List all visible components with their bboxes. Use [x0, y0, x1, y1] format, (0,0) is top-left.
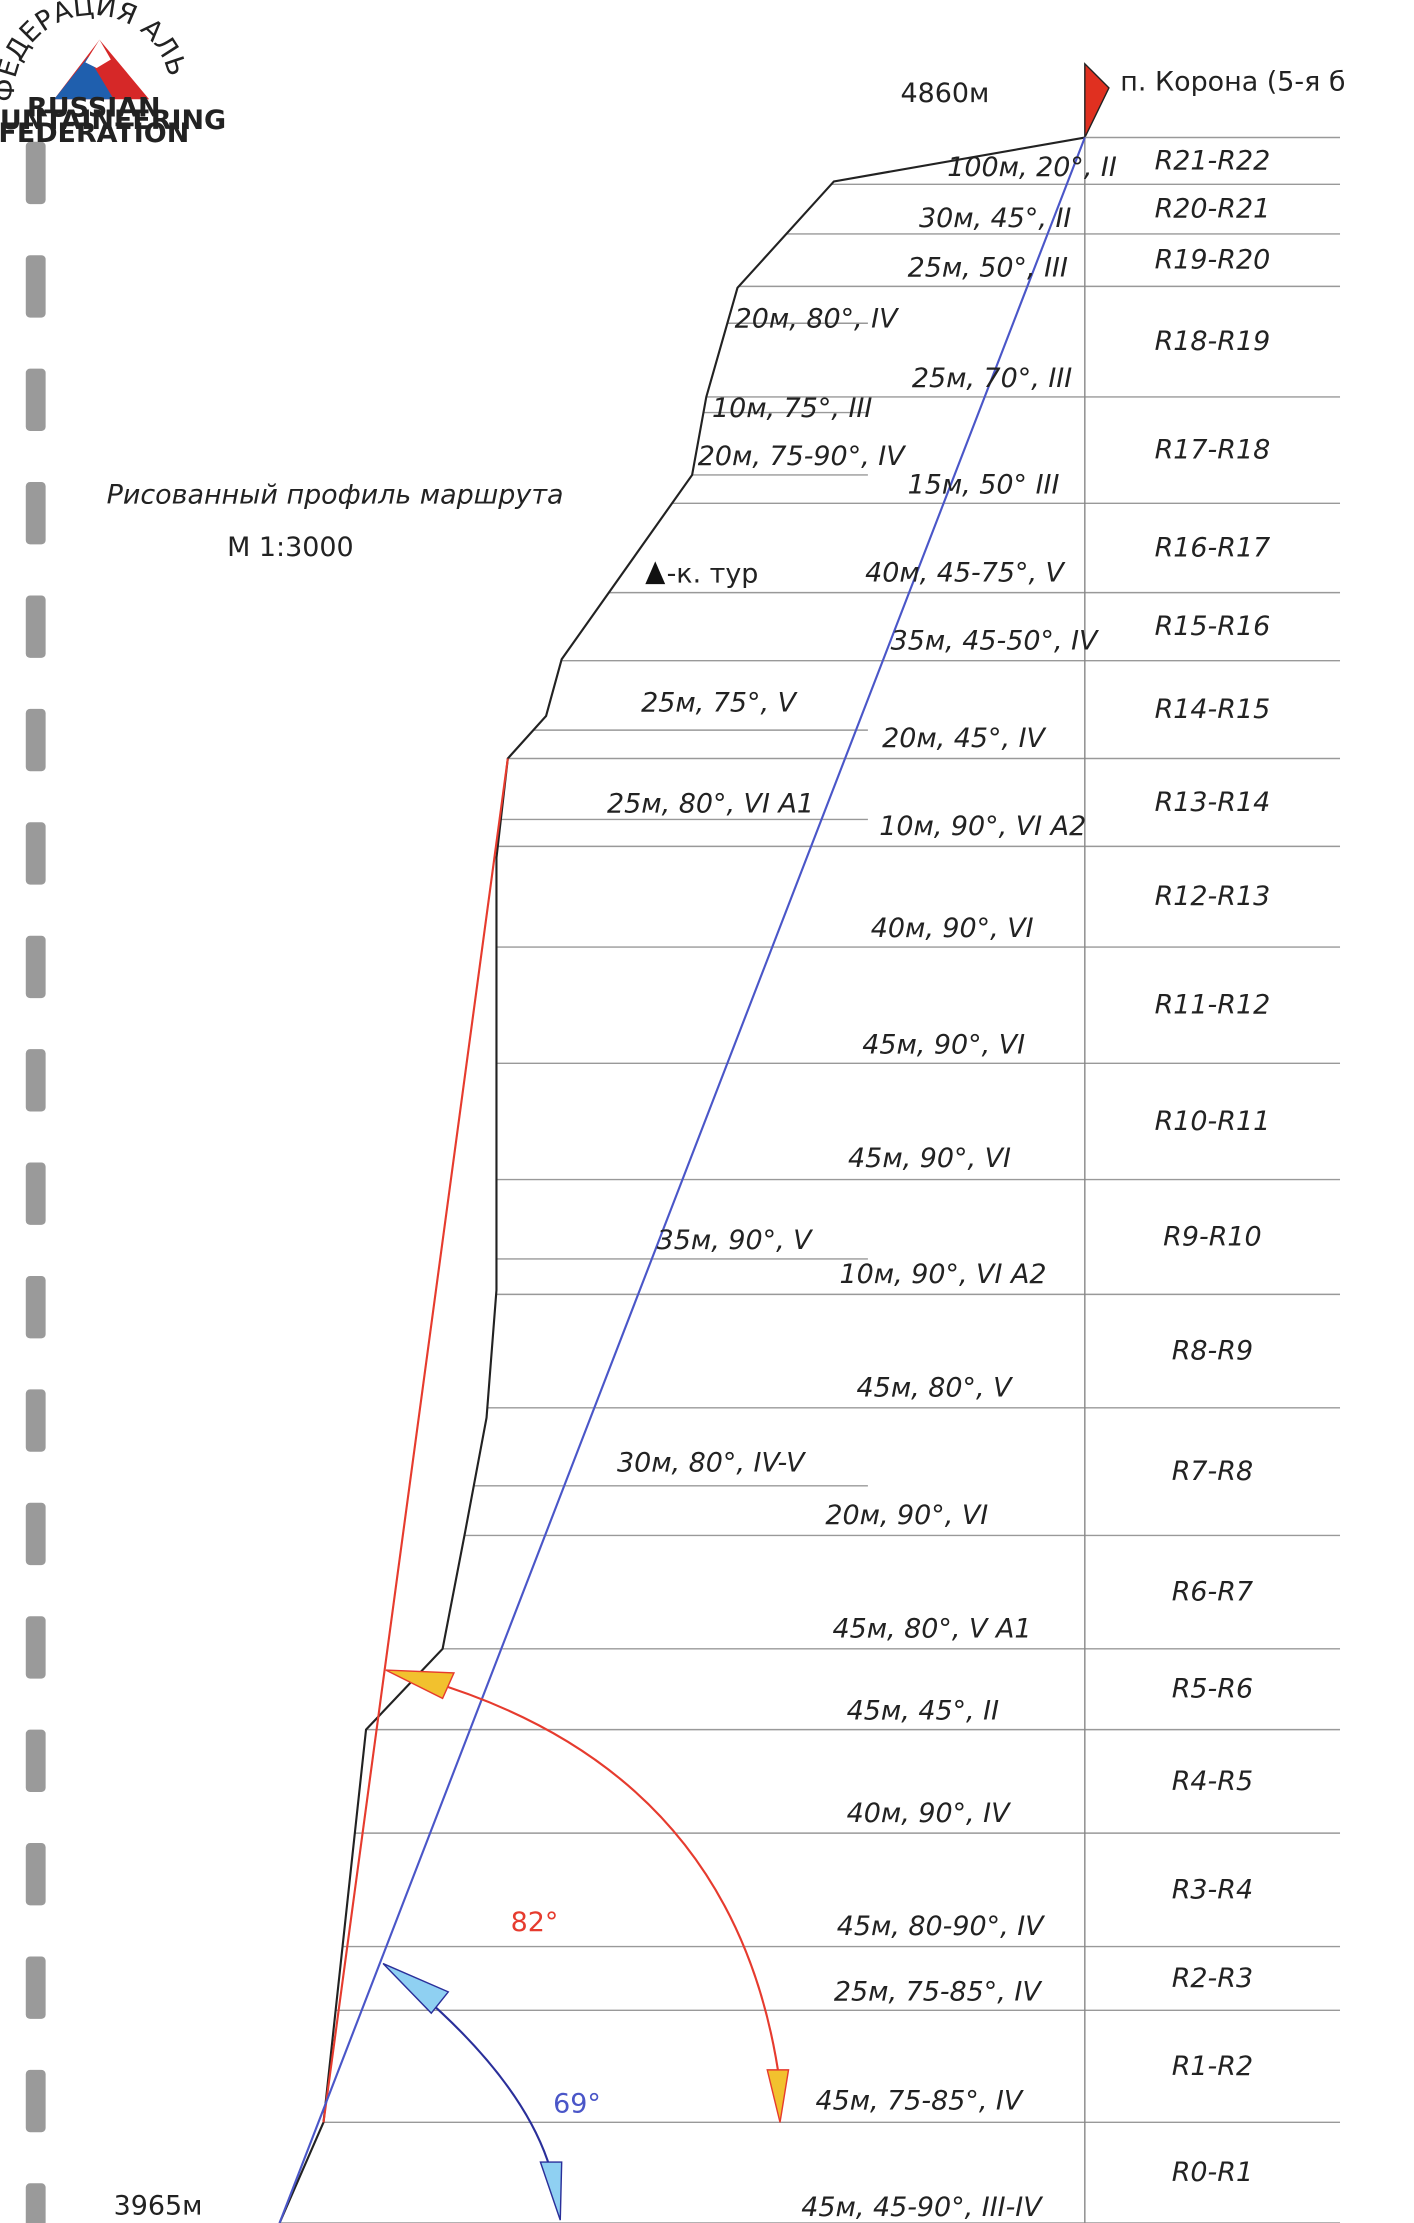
segment-label: R6-R7 — [1172, 1577, 1253, 1608]
binder-hole — [25, 595, 46, 658]
segment-label: R8-R9 — [1172, 1336, 1253, 1367]
pitch-label: 20м, 75-90°, IV — [698, 441, 906, 472]
route-angle-arc — [417, 1991, 552, 2170]
pitch-label: 20м, 45°, IV — [882, 723, 1046, 754]
pitch-label: 35м, 90°, V — [657, 1225, 814, 1256]
segment-label: R12-R13 — [1155, 881, 1271, 912]
pitch-label: 20м, 80°, IV — [735, 303, 899, 334]
binder-hole — [25, 1049, 46, 1112]
segment-label: R9-R10 — [1163, 1221, 1262, 1252]
pitch-label: 45м, 45-90°, III-IV — [801, 2192, 1043, 2223]
binder-hole — [25, 1502, 46, 1566]
segment-label: R3-R4 — [1172, 1874, 1253, 1905]
logo-line: RUSSIAN — [27, 92, 161, 123]
summit-elevation: 4860м — [901, 78, 990, 109]
segment-label: R13-R14 — [1155, 787, 1271, 818]
pitch-label: 10м, 90°, VI A2 — [879, 811, 1086, 842]
pitch-label: 30м, 45°, II — [919, 203, 1071, 234]
pitch-label: 25м, 80°, VI A1 — [607, 788, 814, 819]
binder-hole — [25, 1389, 46, 1452]
segment-label: R19-R20 — [1155, 245, 1271, 276]
cairn-legend: -к. тур — [667, 559, 759, 590]
segment-label: R0-R1 — [1172, 2157, 1253, 2188]
pitch-label: 25м, 70°, III — [912, 363, 1072, 394]
pitch-label: 45м, 80°, V — [857, 1372, 1014, 1403]
pitch-label: 45м, 75-85°, IV — [815, 2086, 1023, 2117]
wall-angle: 82° — [511, 1907, 559, 1938]
profile-scale: М 1:3000 — [227, 532, 354, 563]
binder-hole — [25, 708, 46, 772]
wall-angle-arc — [425, 1678, 782, 2085]
pitch-label: 40м, 90°, VI — [871, 913, 1034, 944]
profile-title: Рисованный профиль маршрута — [107, 479, 564, 510]
segment-label: R15-R16 — [1155, 611, 1271, 642]
pitch-label: 45м, 90°, VI — [862, 1029, 1025, 1060]
binder-hole — [25, 141, 46, 205]
arrow-head — [539, 2161, 563, 2221]
logo-line: FEDERATION — [0, 118, 189, 149]
drawing: 100м, 20°, II 30м, 45°, II 25м, 50°, III 20… — [278, 136, 1341, 2223]
binder-hole — [25, 1843, 46, 1906]
pitch-label: 25м, 75°, V — [641, 688, 798, 719]
pitch-label: 20м, 90°, VI — [825, 1500, 988, 1531]
binder-hole — [25, 1275, 46, 1339]
arrow-head — [385, 1669, 456, 1700]
segment-label: R4-R5 — [1172, 1766, 1253, 1797]
pitch-label: 45м, 80°, V A1 — [832, 1613, 1031, 1644]
segment-label: R1-R2 — [1172, 2051, 1253, 2082]
summit-flag — [1084, 62, 1110, 138]
binder-hole — [25, 255, 46, 318]
arrow-head — [766, 2069, 790, 2123]
segment-label: R21-R22 — [1155, 145, 1271, 176]
pitch-label: 15м, 50° III — [908, 469, 1060, 500]
pitch-label: 30м, 80°, IV-V — [617, 1448, 806, 1479]
pitch-label: 40м, 90°, IV — [847, 1798, 1011, 1829]
binder-hole — [25, 935, 46, 999]
segment-label: R20-R21 — [1155, 194, 1271, 225]
logo-line: MOUNTAINEERING — [0, 105, 226, 136]
binder-hole — [25, 822, 46, 885]
binder-hole — [25, 368, 46, 431]
wall-steepness-line — [322, 758, 509, 2123]
summit-name: п. Корона (5-я б — [1120, 67, 1345, 98]
pitch-label: 40м, 45-75°, V — [865, 557, 1065, 588]
segment-label: R11-R12 — [1155, 990, 1271, 1021]
cairn-icon — [645, 561, 666, 585]
binder-hole — [25, 1729, 46, 1793]
binder-hole — [25, 1162, 46, 1225]
segment-label: R2-R3 — [1172, 1963, 1253, 1994]
segment-label: R17-R18 — [1155, 435, 1271, 466]
binder-hole — [25, 1956, 46, 2019]
pitch-label: 45м, 90°, VI — [848, 1143, 1011, 1174]
segment-label: R5-R6 — [1172, 1674, 1253, 1705]
segment-label: R18-R19 — [1155, 326, 1271, 357]
route-angle: 69° — [553, 2088, 601, 2119]
logo: ФЕДЕРАЦИЯ АЛЬПИНИЗМА РОССИИ RUSSIAN MOUN… — [0, 0, 226, 149]
binder-hole — [25, 482, 46, 545]
segment-label: R10-R11 — [1155, 1106, 1271, 1137]
segment-label: R14-R15 — [1155, 694, 1271, 725]
pitch-label: 100м, 20°, II — [947, 152, 1117, 183]
segment-label: R16-R17 — [1155, 532, 1271, 563]
pitch-label: 35м, 45-50°, IV — [891, 625, 1099, 656]
pitch-label: 10м, 75°, III — [712, 393, 872, 424]
pitch-label: 25м, 75-85°, IV — [834, 1976, 1042, 2007]
pitch-label: 45м, 80-90°, IV — [837, 1911, 1045, 1942]
pitch-label: 25м, 50°, III — [908, 252, 1068, 283]
segment-label: R7-R8 — [1172, 1456, 1253, 1487]
pitch-label: 10м, 90°, VI A2 — [840, 1259, 1047, 1290]
binder-hole — [25, 1616, 46, 1679]
binder-hole — [25, 2183, 46, 2223]
base-elevation: 3965м — [114, 2190, 203, 2221]
pitch-label: 45м, 45°, II — [847, 1696, 999, 1727]
route-line — [278, 137, 1086, 2223]
binder-hole — [25, 2069, 46, 2133]
arrow-head — [382, 1962, 450, 2015]
